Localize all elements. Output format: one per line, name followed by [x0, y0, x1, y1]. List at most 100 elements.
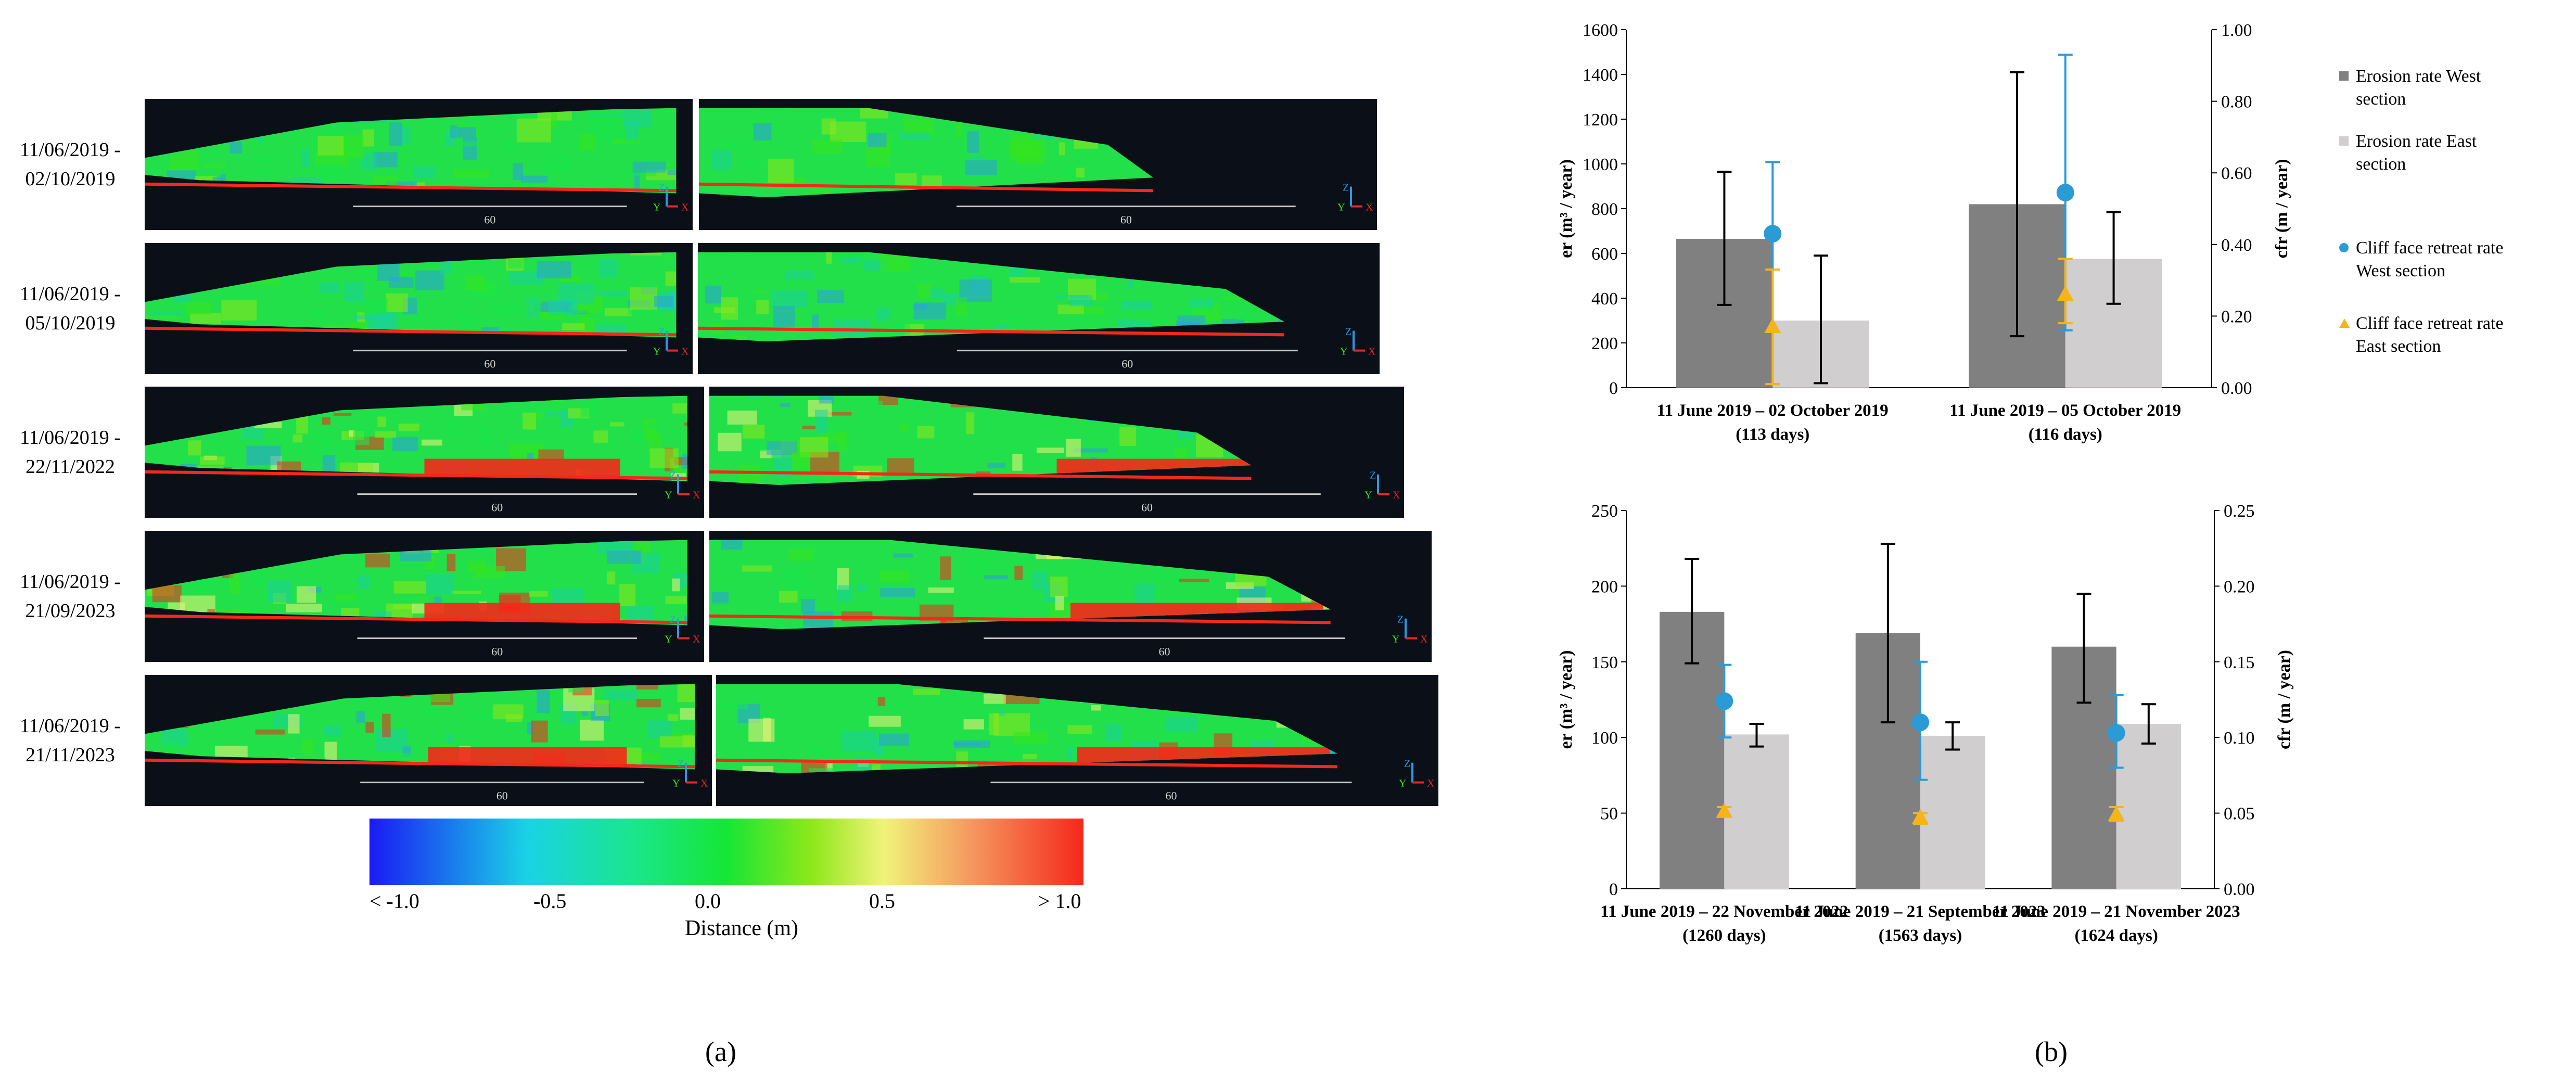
row-date-label: 11/06/2019 -21/11/2023 — [20, 715, 121, 766]
chart-short-period: 0 200 400 600 800 1000 1200 1400 1600 0.00 0.20 0.4… — [1557, 21, 2291, 444]
axis-x-label: X — [1427, 778, 1435, 789]
axis-z-label: Z — [670, 614, 676, 625]
point-cfr-east — [1764, 318, 1781, 334]
axis-x-label: X — [681, 346, 689, 357]
axis-x-label: X — [700, 778, 708, 789]
y2-tick-label: 1.00 — [2221, 21, 2252, 40]
axis-y-label: Y — [653, 346, 660, 357]
category-label: 11 June 2019 – 21 September 2023 — [1795, 902, 2046, 921]
legend-label: Cliff face retreat rate West section — [2356, 238, 2504, 280]
point-cfr-east — [2057, 286, 2074, 301]
legend-marker — [2339, 318, 2350, 328]
axis-y-label: Y — [665, 634, 672, 645]
colorbar-title: Distance (m) — [684, 916, 799, 940]
scan-left-section: 60 Z Y X — [145, 387, 704, 518]
scale-label: 60 — [491, 645, 503, 658]
scale-label: 60 — [1165, 789, 1177, 802]
row-date-label: 11/06/2019 -21/09/2023 — [20, 571, 121, 622]
axis-z-label: Z — [658, 182, 665, 194]
y2-tick-label: 0.15 — [2224, 653, 2255, 672]
point-cfr-west — [2107, 724, 2125, 742]
category-days: (116 days) — [2029, 425, 2102, 444]
category-days: (1563 days) — [1879, 926, 1962, 945]
axis-z-label: Z — [1343, 182, 1349, 194]
y2-tick-label: 0.40 — [2221, 236, 2252, 255]
axis-z-label: Z — [1397, 614, 1404, 625]
chart-long-period: 0 50 100 150 200 250 0.00 0.05 0.10 0.15 0.20 0.25 e… — [1557, 502, 2294, 945]
scan-right-section: 60 Z Y X — [716, 675, 1438, 806]
legend-item: Erosion rate West section — [2339, 65, 2558, 111]
category-label: 11 June 2019 – 22 November 2022 — [1600, 902, 1848, 921]
distance-colorbar — [369, 819, 1083, 885]
axis-z-label: Z — [1370, 470, 1376, 481]
y-tick-label: 1200 — [1583, 110, 1618, 130]
scale-label: 60 — [1121, 357, 1133, 370]
y-tick-label: 200 — [1591, 334, 1618, 353]
bar-east — [1920, 736, 1985, 889]
legend-marker — [2339, 136, 2349, 146]
scan-left-section: 60 Z Y X — [145, 99, 693, 230]
scale-label: 60 — [491, 501, 503, 514]
y-tick-label: 1400 — [1583, 66, 1618, 85]
axis-x-label: X — [693, 490, 700, 501]
axis-x-label: X — [1393, 490, 1400, 501]
y2-tick-label: 0.00 — [2221, 379, 2252, 398]
point-cfr-west — [2056, 184, 2074, 202]
y2-tick-label: 0.25 — [2224, 502, 2255, 521]
y-tick-label: 400 — [1591, 289, 1618, 309]
legend-label: Erosion rate West section — [2356, 67, 2481, 109]
axis-y-label: Y — [1340, 346, 1347, 357]
point-cfr-west — [1764, 225, 1782, 243]
scale-label: 60 — [484, 213, 495, 226]
scan-left-section: 60 Z Y X — [145, 675, 712, 806]
scan-right-section: 60 Z Y X — [709, 531, 1432, 662]
y2-tick-label: 0.00 — [2224, 880, 2255, 899]
y-tick-label: 100 — [1591, 729, 1618, 748]
axis-x-label: X — [1366, 202, 1373, 213]
y-tick-label: 50 — [1600, 804, 1618, 824]
axis-z-label: Z — [658, 326, 665, 338]
row-date-label: 11/06/2019 -22/11/2022 — [20, 427, 121, 478]
y2-tick-label: 0.20 — [2221, 307, 2252, 326]
y-axis-title: er (m³ / year) — [1557, 650, 1576, 749]
scale-label: 60 — [496, 789, 508, 802]
scan-right-section: 60 Z Y X — [699, 99, 1377, 230]
y2-tick-label: 0.05 — [2224, 804, 2255, 824]
axis-y-label: Y — [665, 490, 672, 501]
y2-tick-label: 0.20 — [2224, 577, 2255, 596]
legend-marker — [2339, 71, 2349, 81]
scale-label: 60 — [1120, 213, 1132, 226]
scale-label: 60 — [1141, 501, 1153, 514]
y2-tick-label: 0.60 — [2221, 164, 2252, 183]
axis-y-label: Y — [672, 778, 680, 789]
category-days: (113 days) — [1736, 425, 1809, 444]
point-cfr-east — [2108, 806, 2125, 821]
axis-y-label: Y — [1399, 778, 1406, 789]
panel-label-a: (a) — [705, 1036, 736, 1067]
legend-marker — [2339, 243, 2349, 252]
category-label: 11 June 2019 – 02 October 2019 — [1657, 401, 1889, 420]
axis-z-label: Z — [678, 758, 684, 770]
axis-x-label: X — [1368, 346, 1376, 357]
category-label: 11 June 2019 – 05 October 2019 — [1949, 401, 2181, 420]
colorbar-tick: < -1.0 — [369, 889, 419, 913]
legend-item: Erosion rate East section — [2339, 130, 2558, 176]
scan-right-section: 60 Z Y X — [709, 387, 1404, 518]
axis-z-label: Z — [1404, 758, 1410, 770]
y-tick-label: 0 — [1609, 880, 1618, 899]
scan-left-section: 60 Z Y X — [145, 243, 693, 374]
y-tick-label: 200 — [1591, 577, 1618, 596]
axis-z-label: Z — [670, 470, 676, 481]
scale-label: 60 — [484, 357, 495, 370]
category-days: (1260 days) — [1682, 926, 1766, 945]
y-tick-label: 600 — [1591, 245, 1618, 264]
point-cfr-west — [1715, 692, 1733, 710]
y2-tick-label: 0.80 — [2221, 93, 2252, 112]
axis-z-label: Z — [1345, 326, 1351, 338]
y-tick-label: 0 — [1609, 379, 1618, 398]
axis-y-label: Y — [653, 202, 660, 213]
scan-right-section: 60 Z Y X — [698, 243, 1380, 374]
bar-east — [2116, 724, 2181, 889]
scale-label: 60 — [1158, 645, 1170, 658]
panel-label-b: (b) — [2035, 1036, 2068, 1067]
